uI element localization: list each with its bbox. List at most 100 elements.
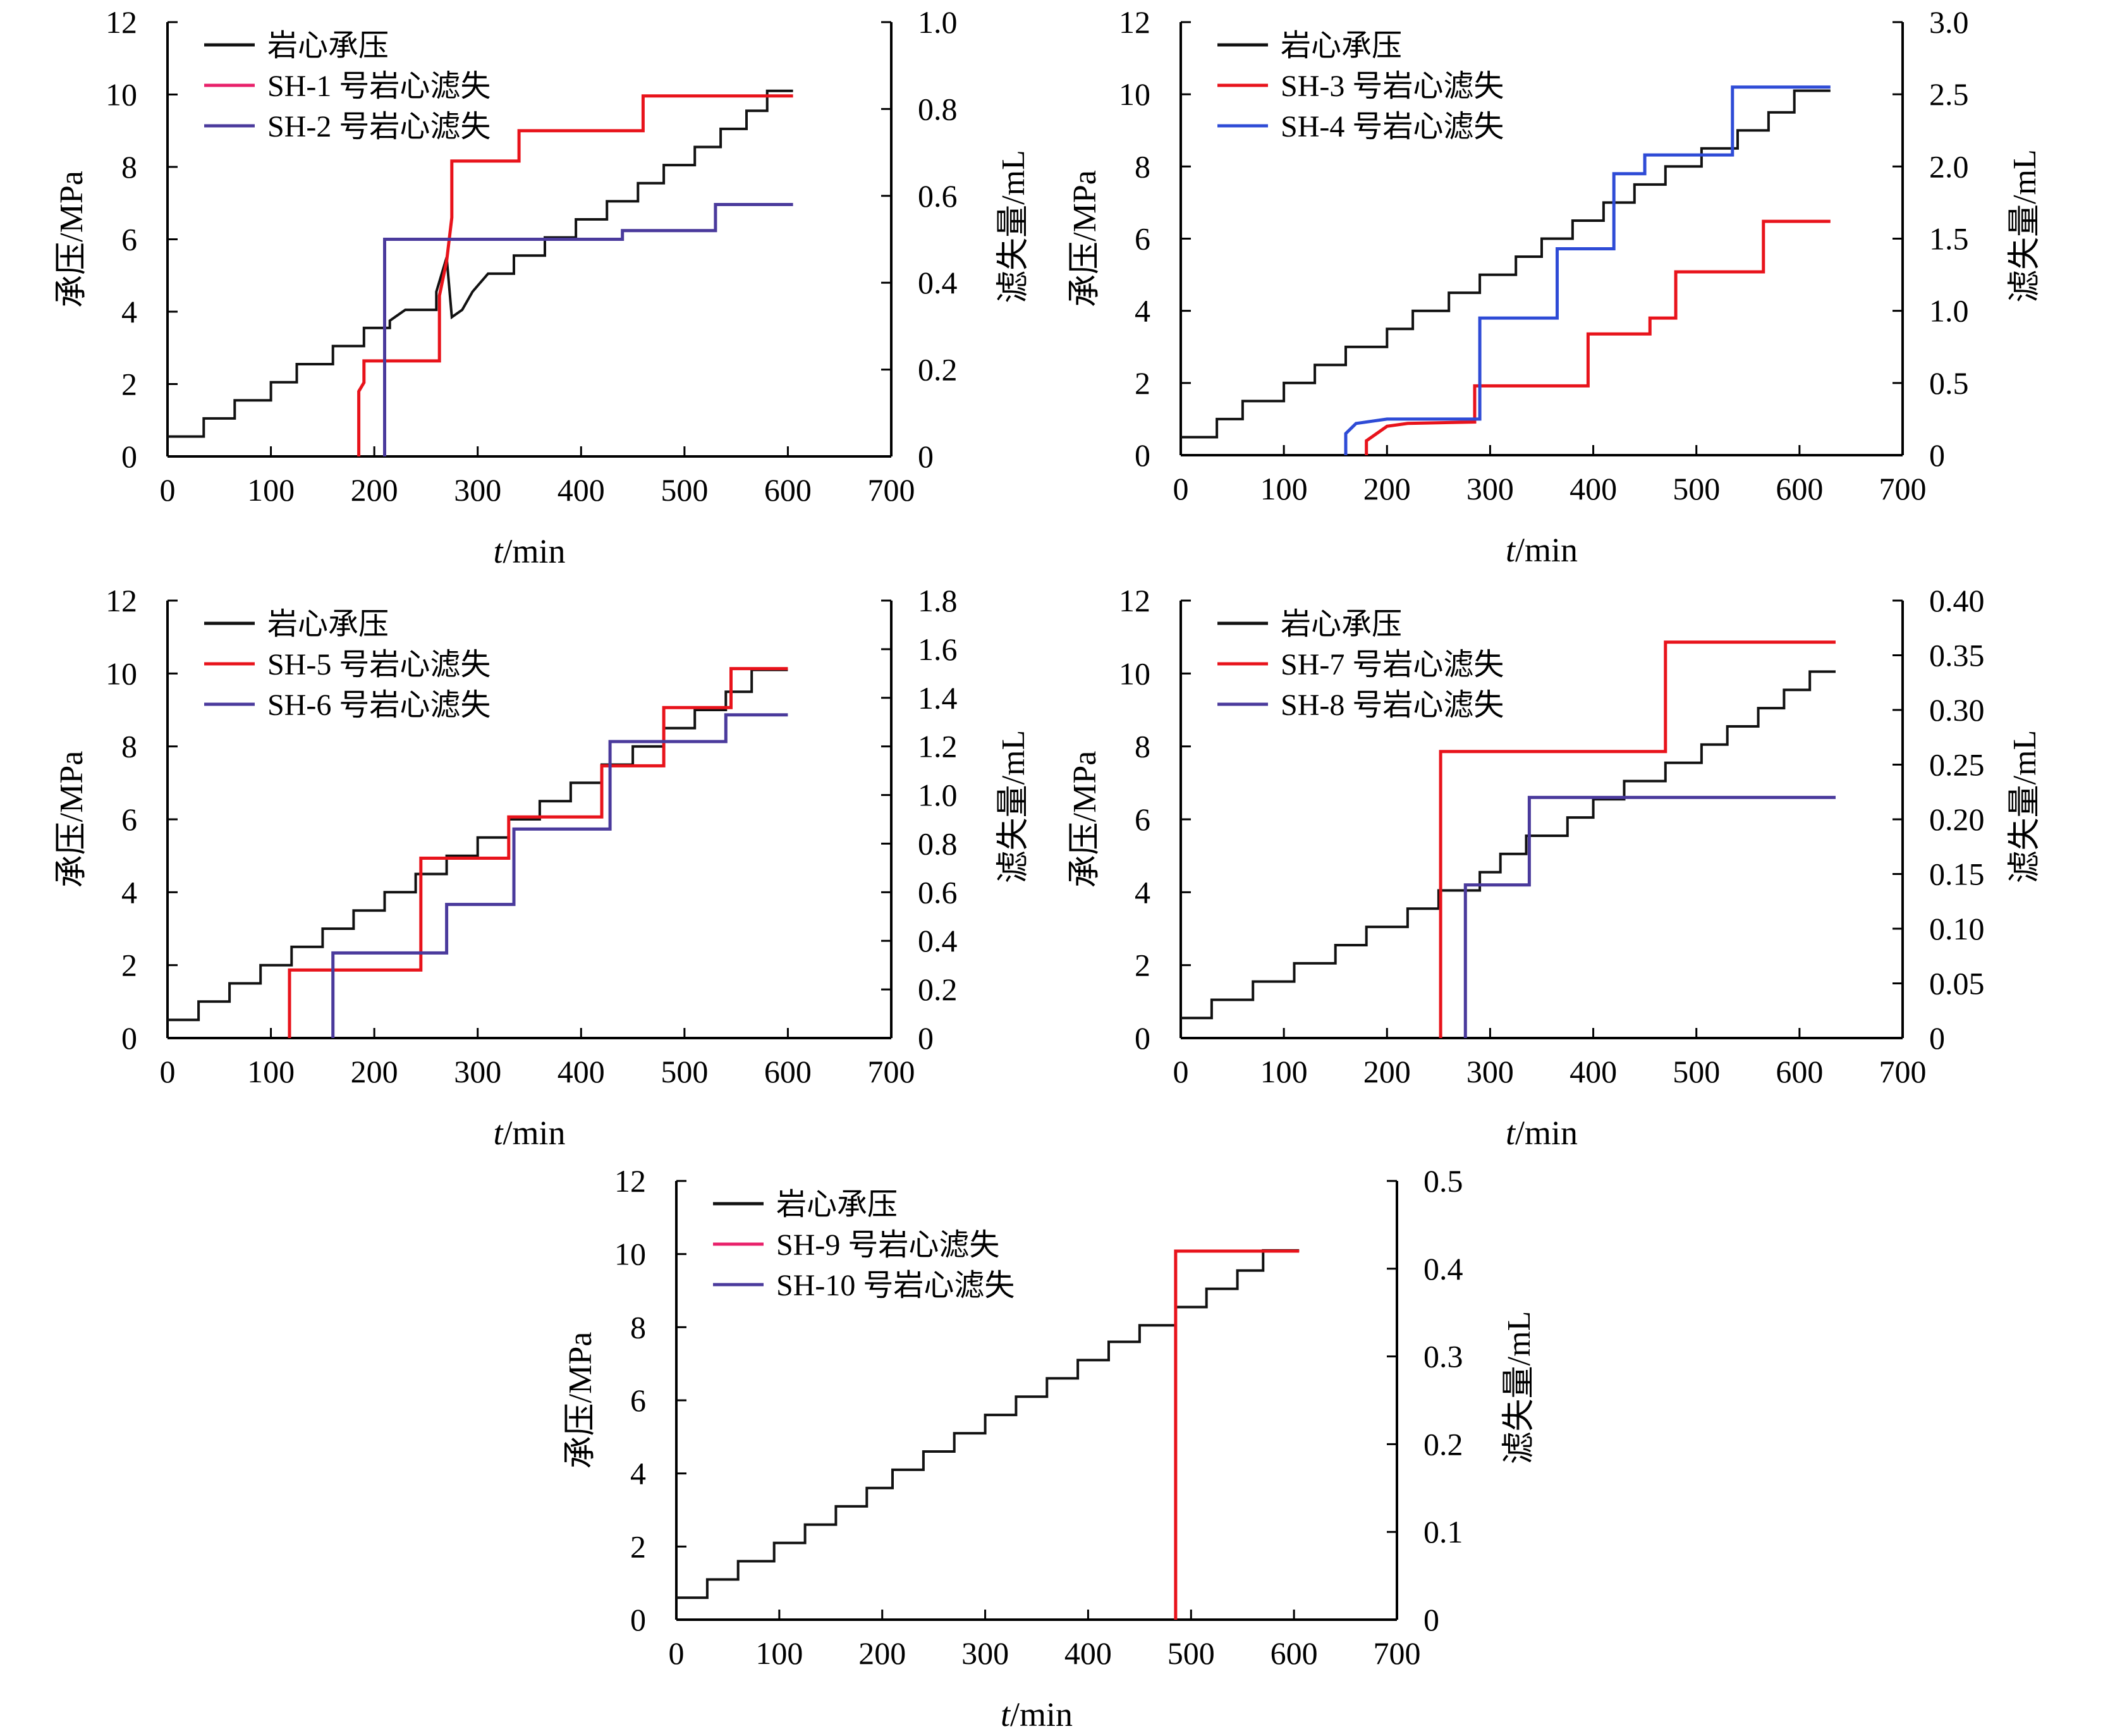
- y-tick-label: 10: [106, 77, 137, 113]
- y-tick-label: 0: [121, 1020, 137, 1056]
- series-line-1: [1181, 89, 1831, 439]
- y2-tick-label: 1.6: [918, 632, 958, 667]
- legend-label: 岩心承压: [776, 1188, 898, 1221]
- y2-tick-label: 3.0: [1929, 4, 1969, 40]
- chart-panel-4: 0 100 200 300 400 500 600 70002468101200.050.10…: [1067, 583, 2043, 1152]
- series-line-2: [1439, 640, 1836, 1038]
- series-line-3: [1344, 85, 1831, 455]
- y2-tick-label: 0: [1929, 1020, 1945, 1056]
- legend-label: SH-6 号岩心滤失: [267, 688, 491, 722]
- x-tick-label: 100: [247, 472, 295, 508]
- y2-tick-label: 2.5: [1929, 76, 1969, 112]
- y2-tick-label: 0.05: [1929, 966, 1985, 1001]
- y-tick-label: 8: [1135, 729, 1150, 764]
- y-tick-label: 4: [121, 294, 137, 329]
- y2-axis-label: 滤失量/mL: [996, 150, 1032, 303]
- x-tick-label: 400: [1569, 471, 1617, 506]
- x-tick-label: 0: [160, 1054, 176, 1089]
- y2-tick-label: 1.0: [918, 4, 958, 40]
- y2-tick-label: 0.5: [1929, 365, 1969, 401]
- x-axis-label-var: t: [1506, 531, 1516, 569]
- x-axis-label-unit: /min: [1515, 531, 1578, 569]
- y2-tick-label: 1.8: [918, 583, 958, 618]
- y2-tick-label: 1.2: [918, 729, 958, 764]
- x-axis-label-var: t: [1506, 1114, 1516, 1152]
- y2-tick-label: 0.8: [918, 826, 958, 861]
- y-axis-label: 承压/MPa: [54, 751, 90, 888]
- x-tick-label: 100: [1260, 1054, 1308, 1089]
- y-tick-label: 2: [630, 1529, 646, 1564]
- series-line-1: [168, 89, 793, 438]
- y2-tick-label: 0: [918, 439, 934, 474]
- y-axis-label: 承压/MPa: [1067, 751, 1103, 888]
- x-tick-label: 200: [1363, 471, 1411, 506]
- series-line-3: [331, 713, 788, 1038]
- y-tick-label: 12: [106, 583, 137, 618]
- x-tick-label: 100: [755, 1635, 803, 1671]
- y2-tick-label: 0: [1929, 437, 1945, 473]
- y2-tick-label: 0.8: [918, 91, 958, 126]
- x-axis-label: t/min: [1506, 531, 1578, 569]
- y-tick-label: 6: [121, 802, 137, 837]
- y-tick-label: 2: [1135, 365, 1150, 401]
- y2-axis-label: 滤失量/mL: [996, 730, 1032, 884]
- series-line-2: [1174, 1249, 1300, 1620]
- x-axis-label: t/min: [1001, 1696, 1073, 1733]
- series-line-1: [168, 668, 788, 1022]
- x-tick-label: 600: [1776, 1054, 1823, 1089]
- y-tick-label: 0: [1135, 1020, 1150, 1056]
- series-line-2: [1365, 219, 1831, 455]
- x-axis-label: t/min: [493, 1114, 565, 1152]
- y-tick-label: 6: [1135, 221, 1150, 257]
- y2-tick-label: 0.15: [1929, 857, 1985, 892]
- y-tick-label: 8: [1135, 149, 1150, 184]
- y2-tick-label: 1.0: [1929, 293, 1969, 329]
- chart-panel-2: 0 100 200 300 400 500 600 70002468101200.51.01.…: [1067, 4, 2043, 569]
- y-tick-label: 2: [1135, 948, 1150, 983]
- legend-label: SH-5 号岩心滤失: [267, 648, 491, 682]
- x-tick-label: 0: [160, 472, 176, 508]
- x-tick-label: 700: [868, 472, 915, 508]
- y-tick-label: 10: [614, 1237, 646, 1272]
- legend-label: 岩心承压: [1281, 608, 1402, 641]
- x-tick-label: 300: [454, 1054, 501, 1089]
- y2-tick-label: 0.35: [1929, 638, 1985, 673]
- y2-tick-label: 0.4: [918, 923, 958, 958]
- x-tick-label: 400: [558, 472, 605, 508]
- x-tick-label: 500: [661, 1054, 708, 1089]
- y2-tick-label: 0: [918, 1020, 934, 1056]
- x-axis-label-unit: /min: [503, 1114, 566, 1152]
- y2-axis-label: 滤失量/mL: [2007, 149, 2043, 303]
- y-tick-label: 4: [630, 1456, 646, 1491]
- x-axis-label: t/min: [1506, 1114, 1578, 1152]
- x-tick-label: 600: [1776, 471, 1823, 506]
- legend-label: SH-9 号岩心滤失: [776, 1228, 999, 1262]
- x-tick-label: 600: [764, 1054, 812, 1089]
- y2-tick-label: 0.2: [918, 352, 958, 388]
- x-axis-label-unit: /min: [1010, 1696, 1073, 1733]
- legend-label: SH-7 号岩心滤失: [1281, 648, 1504, 682]
- x-tick-label: 700: [1879, 1054, 1927, 1089]
- y2-tick-label: 0.4: [918, 265, 958, 300]
- series-line-2: [357, 94, 793, 456]
- y2-tick-label: 0.10: [1929, 911, 1985, 946]
- x-axis-label-var: t: [493, 1114, 504, 1152]
- y-tick-label: 10: [106, 656, 137, 691]
- y-tick-label: 10: [1119, 76, 1150, 112]
- x-tick-label: 400: [558, 1054, 605, 1089]
- x-tick-label: 300: [961, 1635, 1009, 1671]
- series-line-1: [676, 1249, 1300, 1599]
- x-axis-label: t/min: [493, 532, 565, 570]
- x-tick-label: 0: [1173, 1054, 1189, 1089]
- y-tick-label: 2: [121, 948, 137, 983]
- y2-tick-label: 0.30: [1929, 692, 1985, 728]
- y2-tick-label: 0.40: [1929, 583, 1985, 618]
- x-tick-label: 300: [1466, 471, 1514, 506]
- legend-label: SH-2 号岩心滤失: [267, 110, 491, 144]
- x-tick-label: 600: [764, 472, 812, 508]
- x-tick-label: 300: [454, 472, 501, 508]
- x-tick-label: 200: [351, 1054, 398, 1089]
- y2-tick-label: 0.3: [1423, 1339, 1463, 1374]
- y-tick-label: 0: [1135, 437, 1150, 473]
